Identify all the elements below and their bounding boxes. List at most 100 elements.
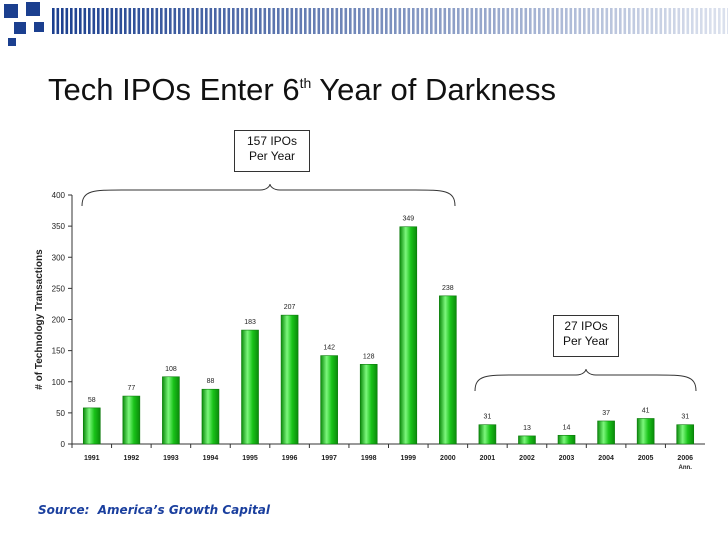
deco-stripe	[515, 8, 519, 34]
deco-stripe	[605, 8, 609, 34]
deco-stripe	[173, 8, 177, 34]
deco-stripe	[673, 8, 676, 34]
deco-stripe	[430, 8, 433, 34]
deco-stripe	[241, 8, 244, 34]
deco-stripe	[556, 8, 559, 34]
deco-stripe	[664, 8, 667, 34]
deco-stripe	[668, 8, 672, 34]
data-label-2001: 31	[484, 414, 492, 421]
deco-stripe	[232, 8, 235, 34]
deco-stripe	[115, 8, 118, 34]
deco-stripe	[650, 8, 654, 34]
deco-stripe	[709, 8, 712, 34]
bar-2003	[557, 434, 576, 445]
deco-stripe	[358, 8, 361, 34]
deco-stripe	[124, 8, 127, 34]
deco-stripe	[169, 8, 172, 34]
y-tick-label-50: 50	[56, 409, 65, 418]
deco-stripe	[583, 8, 586, 34]
data-label-1999: 349	[402, 216, 414, 223]
deco-stripe	[407, 8, 411, 34]
bar-2006	[676, 424, 695, 445]
deco-stripe	[412, 8, 415, 34]
deco-stripe	[331, 8, 334, 34]
deco-stripe	[218, 8, 222, 34]
bar-2005	[636, 418, 655, 445]
deco-stripe	[110, 8, 114, 34]
deco-stripe	[484, 8, 487, 34]
deco-stripe	[628, 8, 631, 34]
y-tick-label-0: 0	[61, 440, 66, 449]
deco-stripe	[560, 8, 564, 34]
data-label-1993: 108	[165, 366, 177, 373]
x-tick-sublabel-2006: Ann.	[679, 465, 693, 471]
x-tick-label-2001: 2001	[480, 455, 496, 462]
deco-stripe	[187, 8, 190, 34]
deco-stripe	[511, 8, 514, 34]
deco-stripe	[385, 8, 388, 34]
deco-square	[4, 4, 18, 18]
deco-stripe	[92, 8, 96, 34]
deco-stripe	[268, 8, 271, 34]
bar-2000	[439, 295, 457, 445]
deco-stripe	[344, 8, 348, 34]
deco-stripe	[497, 8, 501, 34]
data-label-2004: 37	[602, 410, 610, 417]
x-tick-label-1999: 1999	[400, 455, 416, 462]
deco-stripe	[542, 8, 546, 34]
x-tick-label-1996: 1996	[282, 455, 298, 462]
data-label-2006: 31	[681, 414, 689, 421]
data-label-1996: 207	[284, 304, 296, 311]
deco-stripe	[637, 8, 640, 34]
data-label-2002: 13	[523, 425, 531, 432]
y-tick-label-200: 200	[52, 316, 66, 325]
deco-stripe	[479, 8, 483, 34]
deco-stripe	[295, 8, 298, 34]
deco-stripe	[682, 8, 685, 34]
x-tick-label-2000: 2000	[440, 455, 456, 462]
bar-1997	[320, 355, 338, 445]
deco-stripe	[646, 8, 649, 34]
data-label-1991: 58	[88, 397, 96, 404]
deco-stripe	[353, 8, 357, 34]
callout-1990s: 157 IPOs Per Year	[234, 130, 310, 172]
deco-stripe	[461, 8, 465, 34]
deco-stripe	[308, 8, 312, 34]
deco-stripe	[425, 8, 429, 34]
data-label-1998: 128	[363, 353, 375, 360]
deco-stripe	[290, 8, 294, 34]
deco-stripe	[655, 8, 658, 34]
deco-stripe	[52, 8, 55, 34]
deco-stripe	[700, 8, 703, 34]
bar-1992	[122, 395, 141, 445]
deco-stripe	[376, 8, 379, 34]
data-label-2005: 41	[642, 407, 650, 414]
deco-stripe	[538, 8, 541, 34]
deco-square	[34, 22, 44, 32]
deco-stripe	[677, 8, 681, 34]
source-note: Source: America’s Growth Capital	[38, 503, 270, 517]
deco-stripe	[97, 8, 100, 34]
deco-stripe	[299, 8, 303, 34]
title-superscript: th	[299, 75, 312, 91]
deco-stripe	[236, 8, 240, 34]
data-label-1992: 77	[127, 385, 135, 392]
deco-stripe	[619, 8, 622, 34]
bar-2004	[597, 420, 615, 445]
deco-stripe	[448, 8, 451, 34]
brace-2000s	[474, 368, 697, 392]
y-tick-label-400: 400	[52, 191, 66, 200]
x-tick-label-1995: 1995	[242, 455, 258, 462]
bar-1993	[162, 376, 180, 445]
deco-stripe	[686, 8, 690, 34]
x-tick-label-2003: 2003	[559, 455, 575, 462]
deco-stripe	[695, 8, 699, 34]
deco-stripe	[340, 8, 343, 34]
source-value: America’s Growth Capital	[97, 503, 270, 517]
bar-2001	[478, 424, 497, 445]
y-tick-label-100: 100	[52, 378, 66, 387]
deco-stripe	[317, 8, 321, 34]
deco-stripe	[74, 8, 78, 34]
deco-stripe	[601, 8, 604, 34]
callout-1990s-line2: Per Year	[248, 149, 296, 163]
